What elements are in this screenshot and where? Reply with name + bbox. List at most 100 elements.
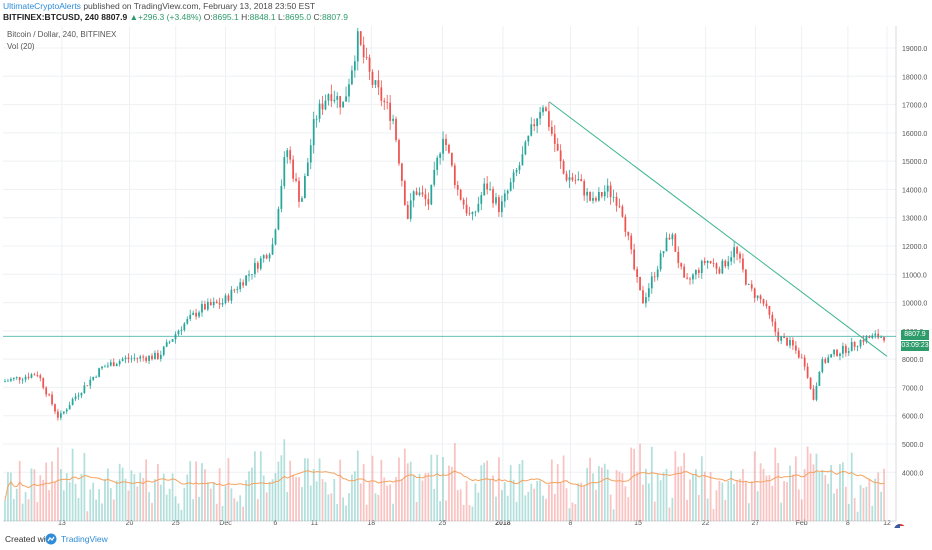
volume-bar — [112, 499, 115, 521]
candle-body — [436, 157, 439, 170]
candle-body — [786, 337, 788, 346]
volume-bar — [218, 468, 221, 521]
price-chart[interactable]: 4000.05000.06000.07000.08000.09000.01000… — [3, 26, 929, 526]
candle-body — [283, 157, 286, 186]
volume-ma-line — [4, 470, 885, 501]
candle-body — [30, 374, 33, 378]
candle-body — [480, 195, 483, 204]
tradingview-logo-icon[interactable] — [45, 533, 57, 545]
volume-bar — [612, 509, 615, 521]
volume-bar — [86, 511, 89, 521]
volume-bar — [374, 493, 377, 521]
volume-bar — [768, 475, 771, 521]
candle-body — [539, 112, 541, 119]
volume-bar — [627, 497, 630, 521]
candle-body — [327, 94, 330, 101]
volume-bar — [59, 469, 62, 521]
volume-bar — [665, 468, 668, 521]
candle-body — [133, 357, 136, 359]
volume-bar — [812, 464, 815, 521]
volume-bar — [753, 451, 756, 521]
tradingview-brand[interactable]: TradingView — [61, 534, 108, 544]
candle-body — [242, 282, 245, 286]
symbol-label[interactable]: BITFINEX:BTCUSD, 240 — [3, 12, 99, 22]
volume-bar — [548, 484, 550, 521]
volume-bar — [450, 466, 453, 521]
volume-bar — [101, 503, 103, 521]
volume-bar — [251, 467, 253, 521]
volume-bar — [283, 439, 286, 521]
volume-bar — [445, 500, 447, 521]
volume-bar — [209, 488, 212, 521]
candle-body — [412, 191, 415, 201]
volume-bar — [471, 506, 474, 521]
candle-body — [580, 179, 583, 182]
volume-bar — [577, 483, 580, 521]
candle-body — [671, 234, 674, 240]
volume-bar — [154, 479, 156, 521]
volume-bar — [880, 491, 883, 521]
candle-body — [189, 314, 192, 320]
candle-body — [86, 385, 89, 387]
volume-bar — [301, 487, 303, 521]
volume-bar — [744, 480, 747, 521]
volume-bar — [145, 459, 148, 521]
volume-bar — [356, 450, 359, 521]
candle-body — [645, 297, 647, 304]
candle-body — [624, 216, 627, 232]
candle-body — [415, 191, 418, 195]
volume-bar — [18, 460, 21, 521]
volume-bar — [650, 446, 653, 521]
candle-body — [315, 118, 318, 120]
volume-bar — [609, 494, 612, 521]
candle-body — [518, 165, 521, 171]
candle-body — [506, 190, 509, 194]
candle-body — [421, 192, 424, 195]
candle-body — [145, 357, 148, 361]
volume-bar — [380, 459, 383, 521]
volume-bar — [142, 477, 145, 521]
candle-body — [800, 357, 803, 359]
candle-body — [383, 100, 386, 103]
candle-body — [592, 198, 594, 201]
candle-body — [351, 70, 353, 85]
candle-body — [509, 182, 512, 191]
volume-bar — [759, 463, 762, 521]
candle-body — [730, 257, 733, 262]
candle-body — [812, 388, 815, 400]
candle-body — [118, 360, 121, 365]
x-tick-label: 2018 — [495, 520, 511, 526]
volume-bar — [642, 484, 644, 521]
candle-body — [815, 385, 818, 400]
candle-body — [603, 191, 606, 197]
volume-bar — [794, 456, 797, 521]
candle-body — [668, 237, 671, 240]
candle-body — [21, 379, 24, 381]
candle-body — [589, 191, 591, 201]
legend-volume: Vol (20) — [7, 42, 35, 51]
volume-bar — [436, 454, 439, 521]
candle-body — [177, 330, 180, 335]
candle-body — [218, 303, 221, 305]
volume-bar — [803, 469, 806, 521]
candle-body — [4, 381, 6, 382]
volume-bar — [221, 505, 224, 521]
volume-bar — [545, 498, 547, 521]
candle-body — [27, 376, 30, 378]
candle-body — [600, 191, 603, 197]
volume-bar — [159, 484, 162, 521]
volume-bar — [709, 472, 712, 521]
candle-body — [833, 349, 835, 355]
candle-body — [224, 295, 227, 304]
volume-bar — [774, 447, 777, 521]
candle-body — [162, 346, 165, 355]
chart-area[interactable]: 4000.05000.06000.07000.08000.09000.01000… — [3, 26, 929, 536]
candle-body — [171, 339, 174, 342]
x-tick-label: 18 — [367, 520, 375, 526]
candle-body — [201, 303, 203, 313]
candle-body — [765, 303, 768, 306]
x-tick-label: 8 — [846, 520, 850, 526]
candle-body — [521, 154, 524, 166]
candle-body — [368, 57, 371, 72]
author-link[interactable]: UltimateCryptoAlerts — [3, 1, 81, 11]
